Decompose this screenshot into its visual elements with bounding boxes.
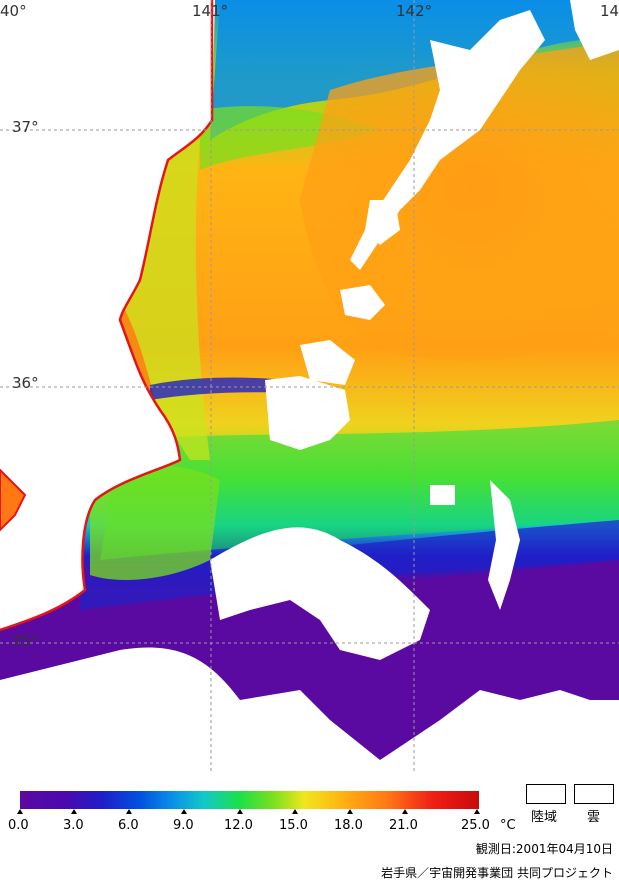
scale-tick <box>237 809 243 814</box>
graticule <box>0 0 619 772</box>
cloud-swatch <box>574 784 614 804</box>
scale-label: 21.0 <box>389 818 418 833</box>
lon-label-140: 40° <box>0 2 27 20</box>
scale-tick <box>474 809 480 814</box>
cloud-label: 雲 <box>587 810 601 825</box>
lat-label-35: 35° <box>12 632 39 650</box>
scale-tick <box>126 809 132 814</box>
land-label: 陸域 <box>531 810 558 825</box>
scale-label: 12.0 <box>224 818 253 833</box>
scale-tick <box>71 809 77 814</box>
temperature-color-scale <box>20 791 479 809</box>
scale-label: 9.0 <box>173 818 194 833</box>
coastline <box>0 0 214 632</box>
scale-unit: °C <box>500 818 516 833</box>
lat-label-37: 37° <box>12 118 39 136</box>
sea-surface-temperature-map <box>0 0 619 772</box>
scale-label: 25.0 <box>461 818 490 833</box>
scale-tick <box>292 809 298 814</box>
scale-label: 3.0 <box>63 818 84 833</box>
scale-tick <box>347 809 353 814</box>
scale-tick <box>181 809 187 814</box>
credit-text: 岩手県／宇宙開発事業団 共同プロジェクト <box>381 866 613 880</box>
lon-label-142: 142° <box>396 2 433 20</box>
scale-label: 18.0 <box>334 818 363 833</box>
peninsula-coastline <box>0 468 27 532</box>
scale-tick <box>17 809 23 814</box>
scale-tick <box>402 809 408 814</box>
scale-label: 0.0 <box>8 818 29 833</box>
land-swatch <box>526 784 566 804</box>
scale-label: 15.0 <box>279 818 308 833</box>
lon-label-143: 14 <box>600 2 619 20</box>
land-and-cloud-mask <box>0 0 619 772</box>
lat-label-36: 36° <box>12 374 39 392</box>
scale-label: 6.0 <box>118 818 139 833</box>
observation-date: 観測日:2001年04月10日 <box>475 842 613 856</box>
lon-label-141: 141° <box>192 2 229 20</box>
